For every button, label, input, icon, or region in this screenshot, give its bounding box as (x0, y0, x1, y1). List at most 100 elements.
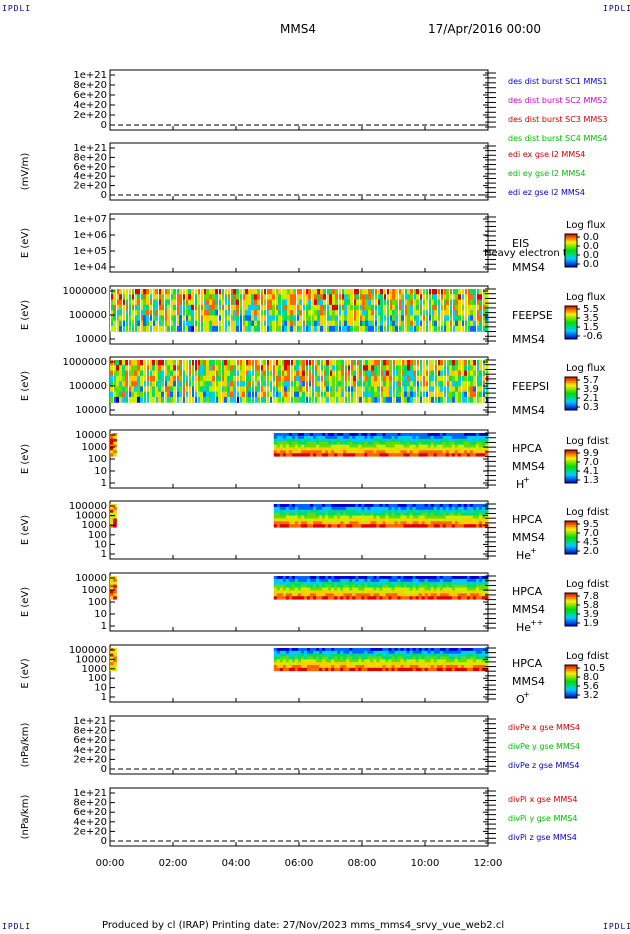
spectrogram-cell (146, 315, 150, 322)
spectrogram-cell (263, 391, 267, 398)
spectrogram-cell (415, 524, 420, 528)
spectrogram-cell (443, 386, 447, 393)
spectrogram-cell (442, 596, 447, 600)
spectrogram-cell (386, 360, 390, 366)
spectrogram-cell (409, 653, 414, 657)
spectrogram-cell (125, 365, 129, 372)
spectrogram-cell (385, 653, 389, 657)
spectrogram-cell (457, 664, 462, 669)
spectrogram-cell (206, 289, 210, 295)
spectrogram-cell (320, 289, 324, 295)
spectrogram-cell (409, 587, 414, 591)
spectrogram-cell (299, 365, 303, 372)
spectrogram-cell (293, 381, 297, 387)
spectrogram-cell (350, 310, 354, 316)
spectrogram-cell (206, 294, 210, 301)
data-gap-line (377, 289, 378, 332)
spectrogram-cell (394, 441, 398, 446)
spectrogram-cell (119, 381, 123, 387)
spectrogram-cell (119, 299, 123, 306)
spectrogram-cell (382, 576, 386, 580)
spectrogram-cell (325, 593, 329, 597)
spectrogram-cell (358, 656, 362, 660)
spectrogram-cell (478, 593, 483, 597)
spectrogram-cell (179, 315, 183, 322)
spectrogram-cell (134, 381, 138, 387)
spectrogram-cell (343, 518, 347, 522)
spectrogram-cell (276, 518, 281, 522)
spectrogram-cell (376, 664, 380, 669)
spectrogram-cell (257, 391, 261, 398)
spectrogram-cell (341, 289, 345, 295)
spectrogram-cell (385, 504, 389, 508)
spectrogram-cell (251, 299, 255, 306)
spectrogram-cell (394, 584, 398, 589)
spectrogram-cell (454, 596, 459, 600)
spectrogram-cell (317, 294, 321, 301)
data-gap-line (128, 289, 129, 332)
spectrogram-cell (380, 375, 384, 382)
spectrogram-cell (260, 299, 264, 306)
spectrogram-cell (128, 396, 132, 403)
spectrogram-cell (415, 435, 420, 440)
spectrogram-cell (281, 289, 285, 295)
colorbar-title: Log fdist (566, 579, 609, 590)
spectrogram-cell (355, 590, 359, 594)
spectrogram-cell (427, 667, 432, 672)
spectrogram-cell (470, 391, 474, 398)
spectrogram-cell (329, 370, 333, 377)
data-gap-line (434, 360, 435, 403)
spectrogram-cell (473, 396, 477, 403)
spectrogram-cell (302, 304, 306, 311)
spectrogram-cell (377, 370, 381, 377)
spectrogram-cell (305, 360, 309, 366)
spectrogram-cell (278, 391, 282, 398)
spectrogram-cell (152, 304, 156, 311)
spectrogram-cell (397, 650, 402, 655)
data-gap-line (329, 360, 330, 403)
y-tick-label: 10000 (75, 334, 107, 345)
spectrogram-cell (297, 584, 302, 589)
spectrogram-cell (323, 386, 327, 393)
spectrogram-cell (476, 381, 480, 387)
spectrogram-cell (224, 365, 228, 372)
spectrogram-cell (410, 396, 414, 403)
colorbar-tick-label: 5.8 (583, 600, 599, 611)
spectrogram-cell (452, 299, 456, 306)
spectrogram-cell (188, 386, 192, 393)
spectrogram-cell (325, 578, 329, 583)
spectrogram-cell (355, 584, 359, 589)
spectrogram-cell (212, 381, 216, 387)
spectrogram-cell (448, 576, 453, 580)
spectrogram-cell (294, 587, 299, 591)
spectrogram-cell (368, 320, 372, 327)
spectrogram-cell (303, 650, 308, 655)
spectrogram-cell (320, 396, 324, 403)
spectrogram-cell (328, 576, 332, 580)
spectrogram-cell (313, 590, 317, 594)
spectrogram-cell (476, 304, 480, 311)
spectrogram-cell (308, 304, 312, 311)
spectrogram-cell (182, 365, 186, 372)
data-gap-line (380, 360, 381, 403)
spectrogram-cell (185, 310, 189, 316)
corner-label-bottom-right: IPDLI (603, 922, 630, 931)
spectrogram-cell (451, 444, 456, 448)
spectrogram-cell (406, 435, 411, 440)
spectrogram-cell (442, 441, 447, 446)
spectrogram-cell (346, 504, 350, 508)
spectrogram-cell (294, 656, 299, 660)
spectrogram-cell (334, 578, 338, 583)
spectrogram-cell (388, 453, 392, 457)
spectrogram-cell (469, 444, 474, 448)
spectrogram-cell (473, 304, 477, 311)
spectrogram-cell (300, 596, 305, 600)
spectrogram-cell (285, 587, 290, 591)
spectrogram-cell (331, 653, 335, 657)
spectrogram-cell (215, 370, 219, 377)
spectrogram-cell (242, 396, 246, 403)
spectrogram-cell (303, 433, 308, 437)
spectrogram-cell (358, 450, 362, 454)
spectrogram-cell (436, 506, 441, 511)
spectrogram-cell (285, 581, 290, 586)
